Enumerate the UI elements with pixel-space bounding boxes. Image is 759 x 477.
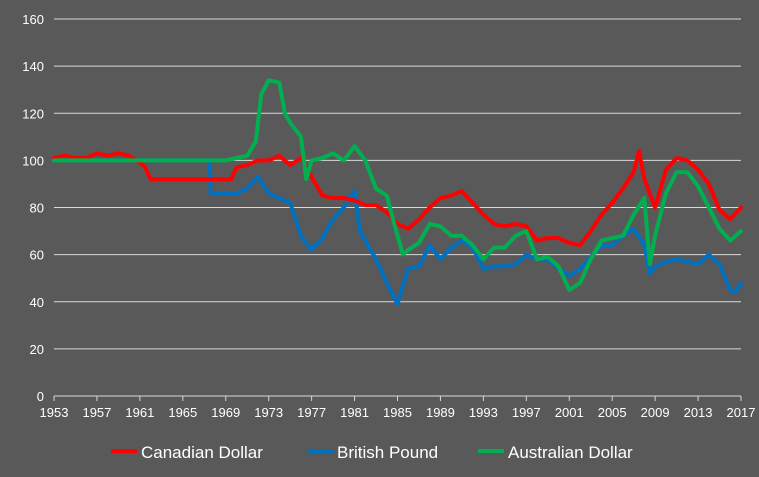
series-line-british-pound	[52, 158, 743, 307]
y-tick-label: 40	[30, 295, 44, 310]
y-tick-label: 20	[30, 342, 44, 357]
series-line-australian-dollar	[52, 78, 743, 292]
legend-item-british-pound: British Pound	[307, 443, 438, 462]
x-tick-label: 1989	[426, 405, 455, 420]
y-tick-label: 80	[30, 201, 44, 216]
legend-label: British Pound	[337, 443, 438, 462]
series-lines	[52, 78, 743, 307]
x-tick-label: 1993	[469, 405, 498, 420]
y-tick-label: 100	[22, 153, 44, 168]
x-tick-label: 1957	[82, 405, 111, 420]
x-tick-label: 1965	[168, 405, 197, 420]
y-tick-label: 140	[22, 59, 44, 74]
x-tick-label: 2001	[555, 405, 584, 420]
y-tick-label: 0	[37, 389, 44, 404]
axes: 0 20 40 60 80 100 120 140 160 1953 1957 1961 1965 196…	[22, 12, 755, 420]
x-tick-label: 1969	[211, 405, 240, 420]
legend-item-australian-dollar: Australian Dollar	[478, 443, 633, 462]
legend-label: Australian Dollar	[508, 443, 633, 462]
legend-item-canadian-dollar: Canadian Dollar	[111, 443, 263, 462]
legend-label: Canadian Dollar	[141, 443, 263, 462]
x-tick-label: 1961	[125, 405, 154, 420]
x-tick-label: 1997	[512, 405, 541, 420]
x-tick-label: 2017	[727, 405, 756, 420]
x-tick-label: 1953	[40, 405, 69, 420]
legend: Canadian Dollar British Pound Australian D…	[111, 443, 633, 462]
series-line-canadian-dollar	[52, 148, 743, 248]
x-tick-label: 2009	[641, 405, 670, 420]
x-tick-label: 1981	[340, 405, 369, 420]
x-tick-label: 1977	[297, 405, 326, 420]
y-tick-label: 160	[22, 12, 44, 27]
x-tick-label: 1985	[383, 405, 412, 420]
y-tick-label: 120	[22, 106, 44, 121]
x-tick-label: 2005	[598, 405, 627, 420]
y-tick-label: 60	[30, 248, 44, 263]
x-tick-label: 2013	[684, 405, 713, 420]
x-tick-label: 1973	[254, 405, 283, 420]
